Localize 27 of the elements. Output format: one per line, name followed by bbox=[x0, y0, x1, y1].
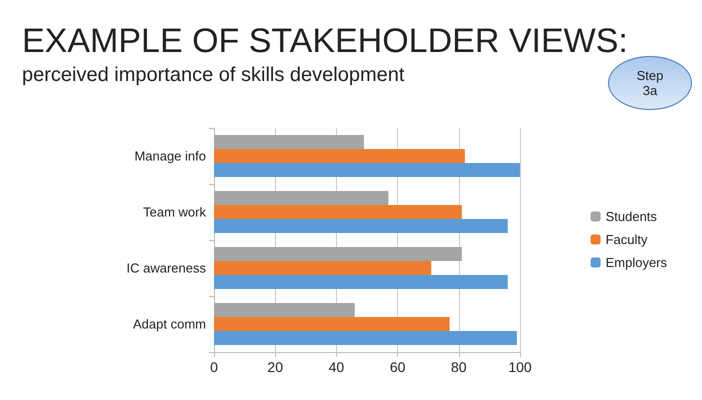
bar bbox=[214, 205, 462, 219]
bar bbox=[214, 163, 520, 177]
x-tick-label: 60 bbox=[390, 359, 406, 375]
x-tick-label: 0 bbox=[210, 359, 218, 375]
bar bbox=[214, 331, 517, 345]
x-tick-label: 20 bbox=[267, 359, 284, 375]
bar bbox=[214, 247, 462, 261]
x-tick-label: 40 bbox=[328, 359, 344, 375]
bar bbox=[214, 219, 508, 233]
bar bbox=[214, 135, 364, 149]
bar bbox=[214, 149, 465, 163]
legend-label: Employers bbox=[606, 255, 668, 270]
bar bbox=[214, 317, 450, 331]
bar bbox=[214, 303, 355, 317]
y-tick-label: IC awareness bbox=[126, 260, 206, 276]
x-tick-label: 100 bbox=[508, 359, 532, 375]
y-tick-label: Manage info bbox=[134, 148, 206, 164]
legend-label: Faculty bbox=[606, 232, 648, 247]
y-tick-label: Adapt comm bbox=[133, 316, 206, 332]
legend-label: Students bbox=[606, 209, 658, 224]
ellipse-badge: Step 3a bbox=[608, 56, 692, 110]
bar bbox=[214, 261, 432, 275]
y-tick-label: Team work bbox=[143, 204, 206, 220]
bar bbox=[214, 275, 508, 289]
chart-subtitle: perceived importance of skills development bbox=[22, 64, 404, 87]
bar bbox=[214, 191, 388, 205]
x-tick-label: 80 bbox=[451, 359, 467, 375]
